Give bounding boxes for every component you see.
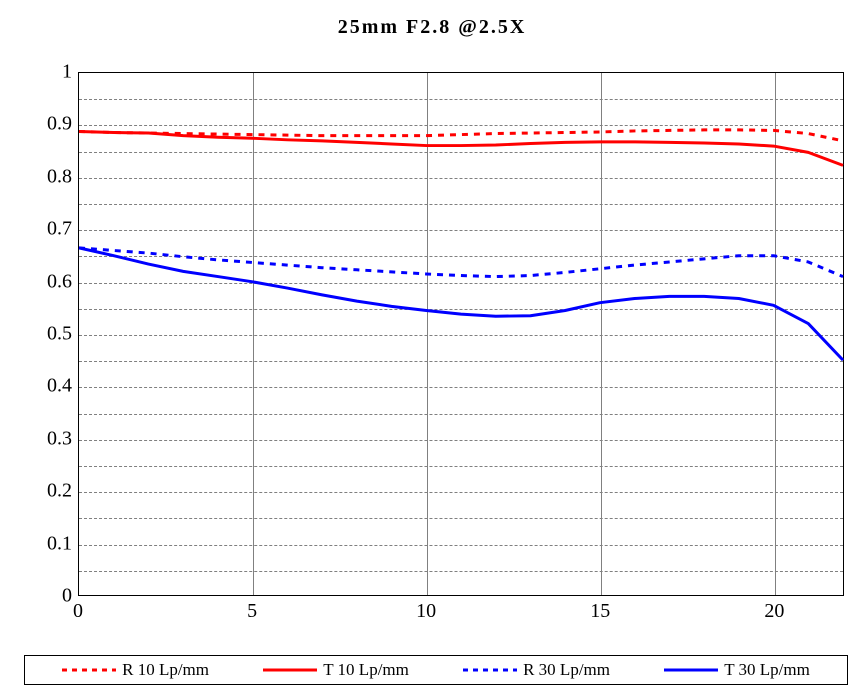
legend-label: R 10 Lp/mm [122, 660, 209, 680]
series-line [79, 248, 843, 360]
y-tick-label: 1 [12, 61, 72, 84]
x-tick-label: 0 [73, 600, 83, 623]
y-tick-label: 0.2 [12, 480, 72, 503]
legend-item: T 30 Lp/mm [664, 660, 810, 680]
series-layer [79, 73, 843, 595]
legend-label: T 10 Lp/mm [323, 660, 409, 680]
y-tick-label: 0.1 [12, 532, 72, 555]
legend-item: R 10 Lp/mm [62, 660, 209, 680]
legend-swatch [263, 663, 317, 677]
y-tick-label: 0.8 [12, 165, 72, 188]
y-tick-label: 0.3 [12, 427, 72, 450]
legend-label: R 30 Lp/mm [523, 660, 610, 680]
legend-item: R 30 Lp/mm [463, 660, 610, 680]
legend-swatch [463, 663, 517, 677]
legend: R 10 Lp/mm T 10 Lp/mm R 30 Lp/mm T 30 Lp/mm [24, 655, 848, 685]
chart-title: 25mm F2.8 @2.5X [0, 16, 864, 39]
legend-item: T 10 Lp/mm [263, 660, 409, 680]
x-tick-label: 10 [416, 600, 436, 623]
chart-container: 00.10.20.30.40.50.60.70.80.91 05101520 [24, 68, 848, 636]
x-tick-label: 5 [247, 600, 257, 623]
legend-swatch [664, 663, 718, 677]
x-tick-label: 15 [590, 600, 610, 623]
y-tick-label: 0.7 [12, 218, 72, 241]
plot-area [78, 72, 844, 596]
y-tick-label: 0.6 [12, 270, 72, 293]
y-tick-label: 0.9 [12, 113, 72, 136]
y-tick-label: 0.4 [12, 375, 72, 398]
legend-label: T 30 Lp/mm [724, 660, 810, 680]
series-line [79, 131, 843, 165]
legend-swatch [62, 663, 116, 677]
y-tick-label: 0 [12, 585, 72, 608]
y-tick-label: 0.5 [12, 323, 72, 346]
x-tick-label: 20 [764, 600, 784, 623]
